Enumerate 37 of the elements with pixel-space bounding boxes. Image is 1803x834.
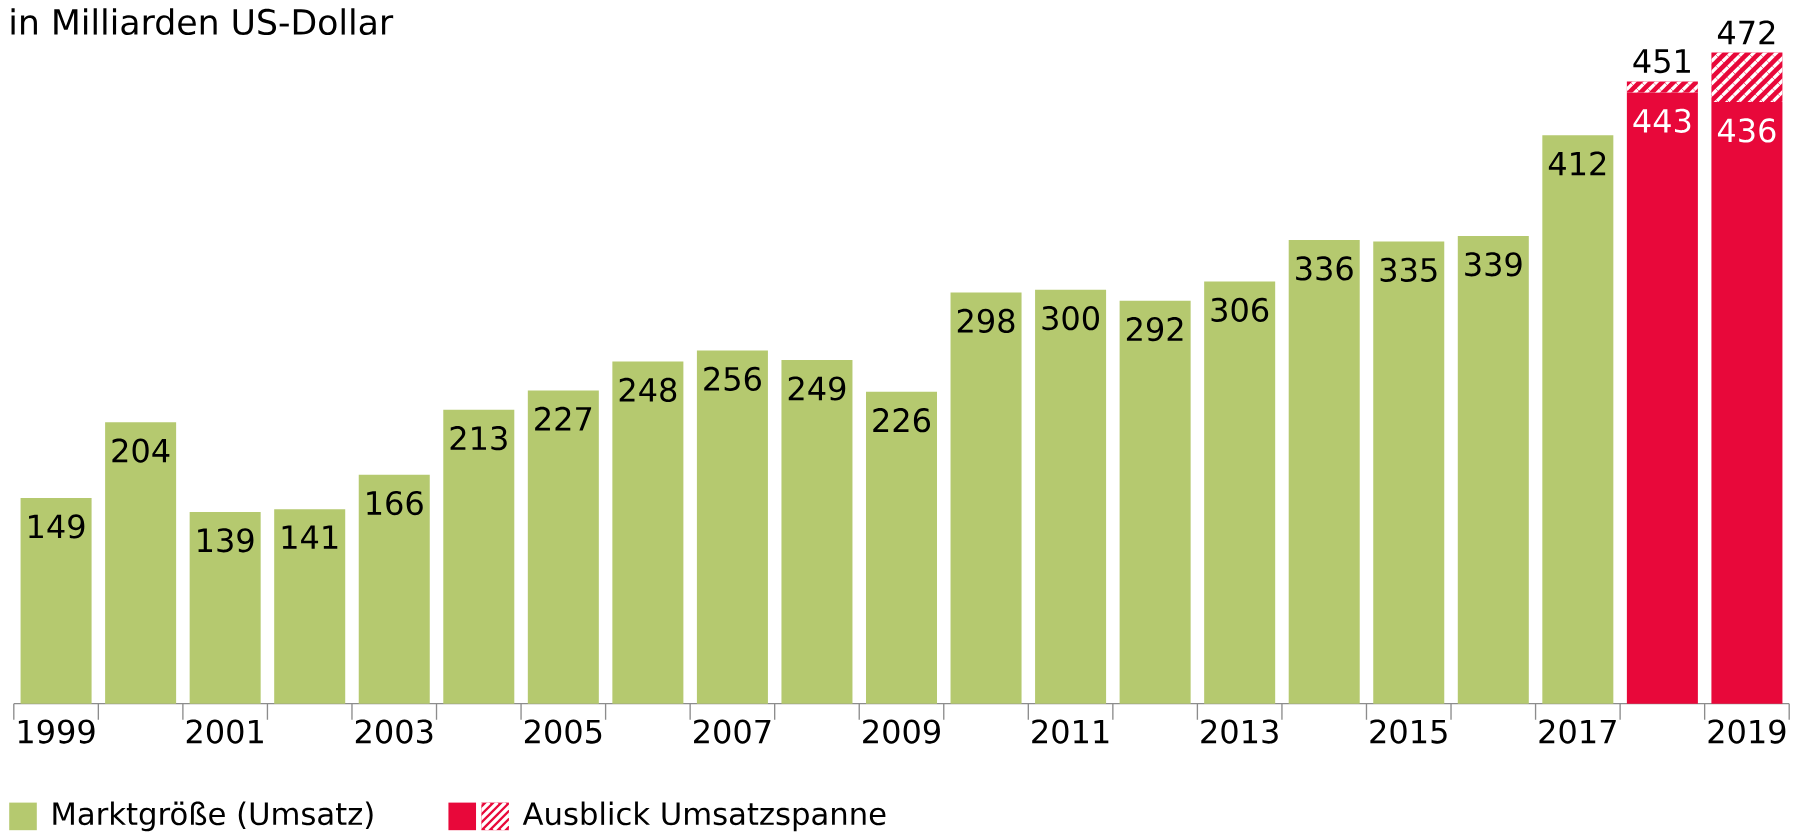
data-label: 141 [282, 525, 338, 549]
data-label: 298 [957, 308, 1015, 334]
data-label: 226 [873, 408, 930, 433]
data-label: 300 [1042, 306, 1099, 331]
x-tick-label: 2009 [863, 719, 940, 744]
data-label: 213 [450, 426, 507, 451]
data-label: 139 [198, 528, 254, 553]
data-label: 336 [1296, 256, 1353, 281]
data-label: 339 [1465, 252, 1522, 277]
data-label: 443 [1633, 108, 1691, 134]
x-tick-label: 2019 [1708, 719, 1786, 744]
data-label: 248 [619, 377, 677, 403]
x-tick-label: 1999 [18, 719, 95, 744]
x-tick-label: 2011 [1032, 719, 1109, 744]
data-label: 335 [1380, 257, 1437, 283]
x-tick-label: 2013 [1201, 719, 1278, 744]
data-label: 292 [1126, 317, 1183, 342]
x-tick-label: 2003 [355, 719, 433, 744]
x-tick-label: 2017 [1539, 719, 1616, 744]
legend-label: Ausblick Umsatzspanne [522, 801, 886, 832]
total-label: 472 [1717, 20, 1775, 45]
data-label: 166 [367, 491, 423, 516]
x-tick-label: 2001 [186, 719, 263, 744]
data-label: 204 [112, 438, 170, 463]
data-label: 436 [1717, 118, 1776, 143]
data-label: 412 [1548, 151, 1606, 176]
data-label: 306 [1211, 297, 1269, 323]
x-tick-label: 2007 [694, 719, 771, 744]
x-tick-label: 2005 [524, 719, 602, 744]
data-label: 249 [788, 376, 846, 401]
data-label: 227 [535, 406, 592, 431]
x-tick-label: 2015 [1370, 719, 1447, 744]
data-label: 149 [29, 514, 85, 539]
total-label: 451 [1633, 49, 1690, 74]
data-label: 256 [704, 366, 761, 392]
legend-label: Marktgröße (Umsatz) [53, 801, 373, 832]
chart-title: in Milliarden US-Dollar [11, 8, 394, 36]
